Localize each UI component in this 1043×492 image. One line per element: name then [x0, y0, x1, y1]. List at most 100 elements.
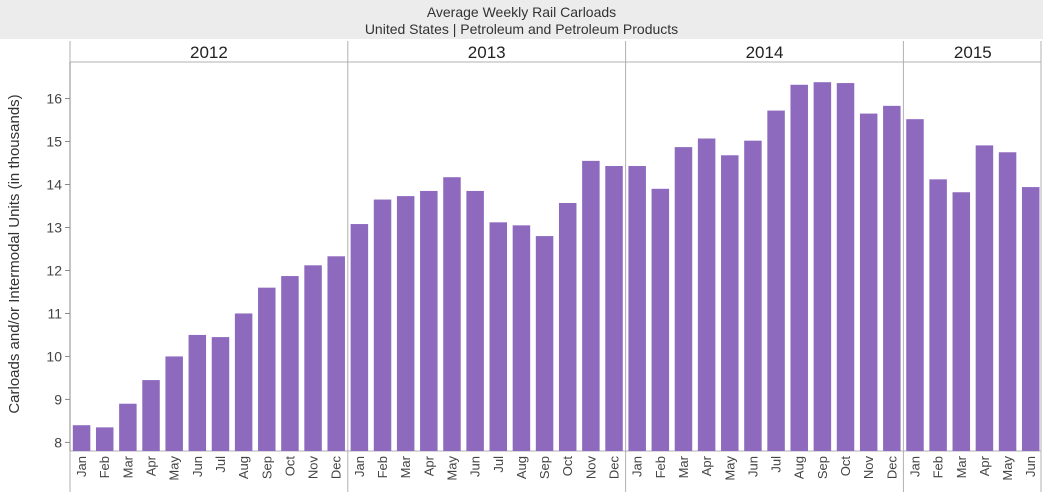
y-tick-label: 11 [47, 305, 62, 321]
y-tick-label: 10 [46, 348, 62, 364]
x-tick-label: May [722, 456, 737, 481]
x-tick-label: Aug [514, 456, 529, 479]
x-tick-label: Nov [583, 456, 598, 480]
bar-2012-Jan [72, 425, 91, 451]
year-label-2015: 2015 [954, 43, 992, 62]
y-tick-label: 15 [46, 134, 62, 150]
x-tick-label: Nov [306, 456, 321, 480]
bar-2014-Dec [883, 105, 901, 452]
bar-2013-Jun [466, 190, 484, 452]
x-tick-label: Jan [74, 456, 89, 477]
x-tick-label: Mar [676, 455, 691, 478]
x-tick-label: Nov [861, 456, 876, 480]
bar-2014-Apr [697, 138, 716, 451]
x-tick-label: Jan [352, 456, 367, 477]
x-tick-label: Feb [375, 456, 390, 478]
bar-2013-Apr [420, 190, 438, 452]
bar-2012-Feb [95, 427, 114, 451]
x-tick-label: Jan [630, 456, 645, 477]
bar-2013-Jan [350, 224, 369, 451]
bar-2013-Dec [605, 166, 623, 451]
x-tick-label: Jul [491, 456, 506, 473]
bar-2015-Jan [906, 119, 924, 451]
chart-subtitle: United States | Petroleum and Petroleum … [364, 21, 679, 37]
bar-2014-Mar [674, 147, 693, 451]
y-axis-title: Carloads and/or Intermodal Units (in tho… [6, 94, 23, 413]
year-label-2014: 2014 [746, 43, 784, 62]
chart-title: Average Weekly Rail Carloads [426, 4, 617, 20]
x-tick-label: Jun [190, 456, 205, 477]
bar-2012-Aug [234, 313, 253, 451]
year-label-2012: 2012 [190, 43, 228, 62]
y-axis: 8 9 10 11 12 13 14 15 16 [46, 62, 71, 451]
y-tick-label: 16 [46, 91, 62, 107]
bar-2014-May [721, 155, 739, 451]
x-axis: Jan Feb Mar Apr May Jun Jul Aug Sep Oct Nov Dec Jan F… [74, 455, 1038, 480]
bar-2012-Jul [211, 337, 230, 451]
bar-2012-May [165, 356, 183, 451]
bar-2015-Apr [975, 145, 994, 451]
x-tick-label: Feb [653, 456, 668, 478]
x-tick-label: Oct [838, 456, 853, 477]
x-tick-label: Dec [607, 456, 622, 480]
x-tick-label: Apr [699, 455, 714, 476]
title-band: Average Weekly Rail Carloads United Stat… [0, 0, 1043, 39]
bar-2015-Feb [929, 179, 947, 451]
bar-2014-Jul [767, 110, 785, 451]
x-tick-label: Jan [907, 456, 922, 477]
bars [72, 82, 1040, 452]
bar-2014-Aug [790, 84, 808, 451]
bar-2012-Oct [281, 276, 299, 451]
bar-2013-Oct [558, 202, 577, 451]
bar-2015-Jun [1021, 187, 1040, 451]
bar-2012-Mar [119, 403, 137, 451]
bar-2014-Nov [859, 113, 878, 451]
x-tick-label: May [1000, 456, 1015, 481]
bar-2012-Jun [188, 334, 207, 451]
x-tick-label: Aug [792, 456, 807, 479]
x-tick-label: May [444, 456, 459, 481]
x-tick-label: Sep [537, 456, 552, 479]
bar-2013-Nov [582, 160, 600, 451]
bar-2015-May [998, 152, 1017, 451]
year-headers: 2012 2013 2014 2015 [190, 43, 992, 62]
y-tick-label: 9 [54, 391, 62, 407]
x-tick-label: Jun [468, 456, 483, 477]
bar-2013-May [443, 177, 461, 451]
x-tick-label: Mar [954, 455, 969, 478]
bar-2012-Dec [327, 256, 345, 451]
x-tick-label: Oct [282, 456, 297, 477]
year-label-2013: 2013 [468, 43, 506, 62]
x-tick-label: Dec [884, 456, 899, 480]
bar-2014-Jan [628, 166, 646, 451]
x-tick-label: Mar [398, 455, 413, 478]
bar-2015-Mar [952, 192, 971, 451]
bar-2012-Apr [142, 380, 160, 451]
y-tick-label: 13 [46, 219, 62, 235]
bar-2014-Sep [813, 82, 832, 451]
x-tick-label: Aug [236, 456, 251, 479]
bar-2013-Aug [512, 225, 531, 451]
x-tick-label: May [167, 456, 182, 481]
x-tick-label: Apr [977, 455, 992, 476]
y-tick-label: 14 [46, 177, 62, 193]
x-tick-label: Sep [259, 456, 274, 479]
y-tick-label: 8 [54, 434, 62, 450]
chart-frame [69, 41, 1042, 492]
x-tick-label: Oct [560, 456, 575, 477]
x-tick-label: Mar [120, 455, 135, 478]
bar-2012-Sep [258, 287, 276, 451]
x-tick-label: Apr [421, 455, 436, 476]
bar-2014-Feb [651, 188, 670, 452]
bar-2013-Feb [373, 199, 392, 451]
x-tick-label: Jul [213, 456, 228, 473]
bar-2014-Jun [744, 140, 762, 451]
x-tick-label: Jun [1023, 456, 1038, 477]
x-tick-label: Sep [815, 456, 830, 479]
x-tick-label: Dec [329, 456, 344, 480]
x-tick-label: Feb [931, 456, 946, 478]
y-tick-label: 12 [46, 262, 62, 278]
x-tick-label: Jul [769, 456, 784, 473]
bar-2012-Nov [304, 265, 322, 451]
